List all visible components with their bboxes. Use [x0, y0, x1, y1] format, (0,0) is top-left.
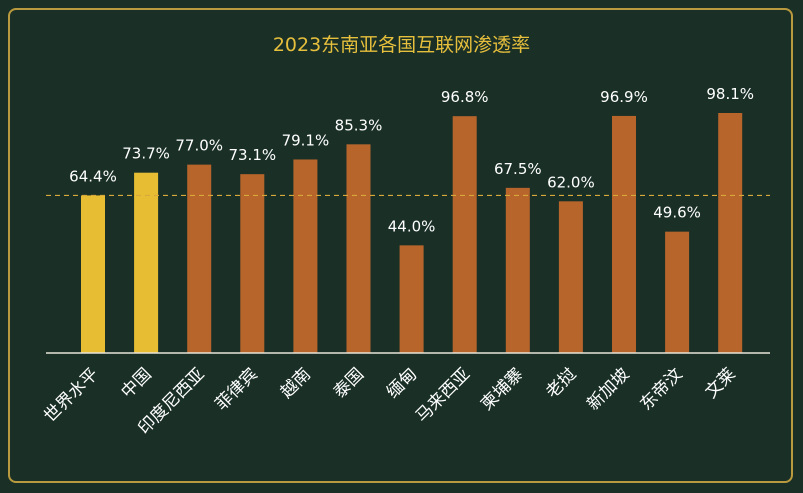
value-label: 79.1%: [282, 131, 330, 149]
category-label: 文莱: [702, 364, 740, 402]
bar: [505, 187, 530, 353]
bar: [240, 174, 265, 353]
bar: [293, 159, 318, 353]
bar: [665, 231, 690, 353]
category-label: 中国: [117, 364, 155, 402]
bar: [187, 164, 212, 353]
value-label: 64.4%: [69, 167, 117, 185]
value-label: 73.7%: [122, 145, 170, 163]
value-label: 73.1%: [228, 146, 276, 164]
value-label: 44.0%: [388, 217, 436, 235]
category-label: 马来西亚: [412, 364, 474, 426]
chart-frame: [8, 8, 793, 483]
value-label: 96.9%: [600, 88, 648, 106]
category-label: 泰国: [330, 364, 368, 402]
bar: [452, 116, 477, 354]
category-label: 世界水平: [40, 364, 102, 426]
value-label: 77.0%: [175, 137, 223, 155]
category-label: 柬埔寨: [477, 364, 527, 414]
bar: [399, 245, 424, 353]
bar: [718, 113, 743, 353]
bar: [346, 144, 371, 353]
value-label: 85.3%: [335, 116, 383, 134]
value-label: 49.6%: [653, 204, 701, 222]
bar: [558, 201, 583, 353]
category-label: 新加坡: [583, 364, 633, 414]
chart-title: 2023东南亚各国互联网渗透率: [272, 34, 531, 56]
value-label: 62.0%: [547, 173, 595, 191]
value-label: 67.5%: [494, 160, 542, 178]
bar: [612, 115, 636, 353]
bar: [81, 195, 105, 353]
category-label: 菲律宾: [212, 364, 262, 414]
category-label: 老挝: [542, 364, 580, 402]
category-label: 越南: [277, 364, 315, 402]
category-label: 缅甸: [383, 364, 421, 402]
value-label: 96.8%: [441, 88, 489, 106]
bar: [134, 172, 159, 353]
value-label: 98.1%: [706, 85, 754, 103]
category-label: 东帝汶: [636, 364, 686, 414]
